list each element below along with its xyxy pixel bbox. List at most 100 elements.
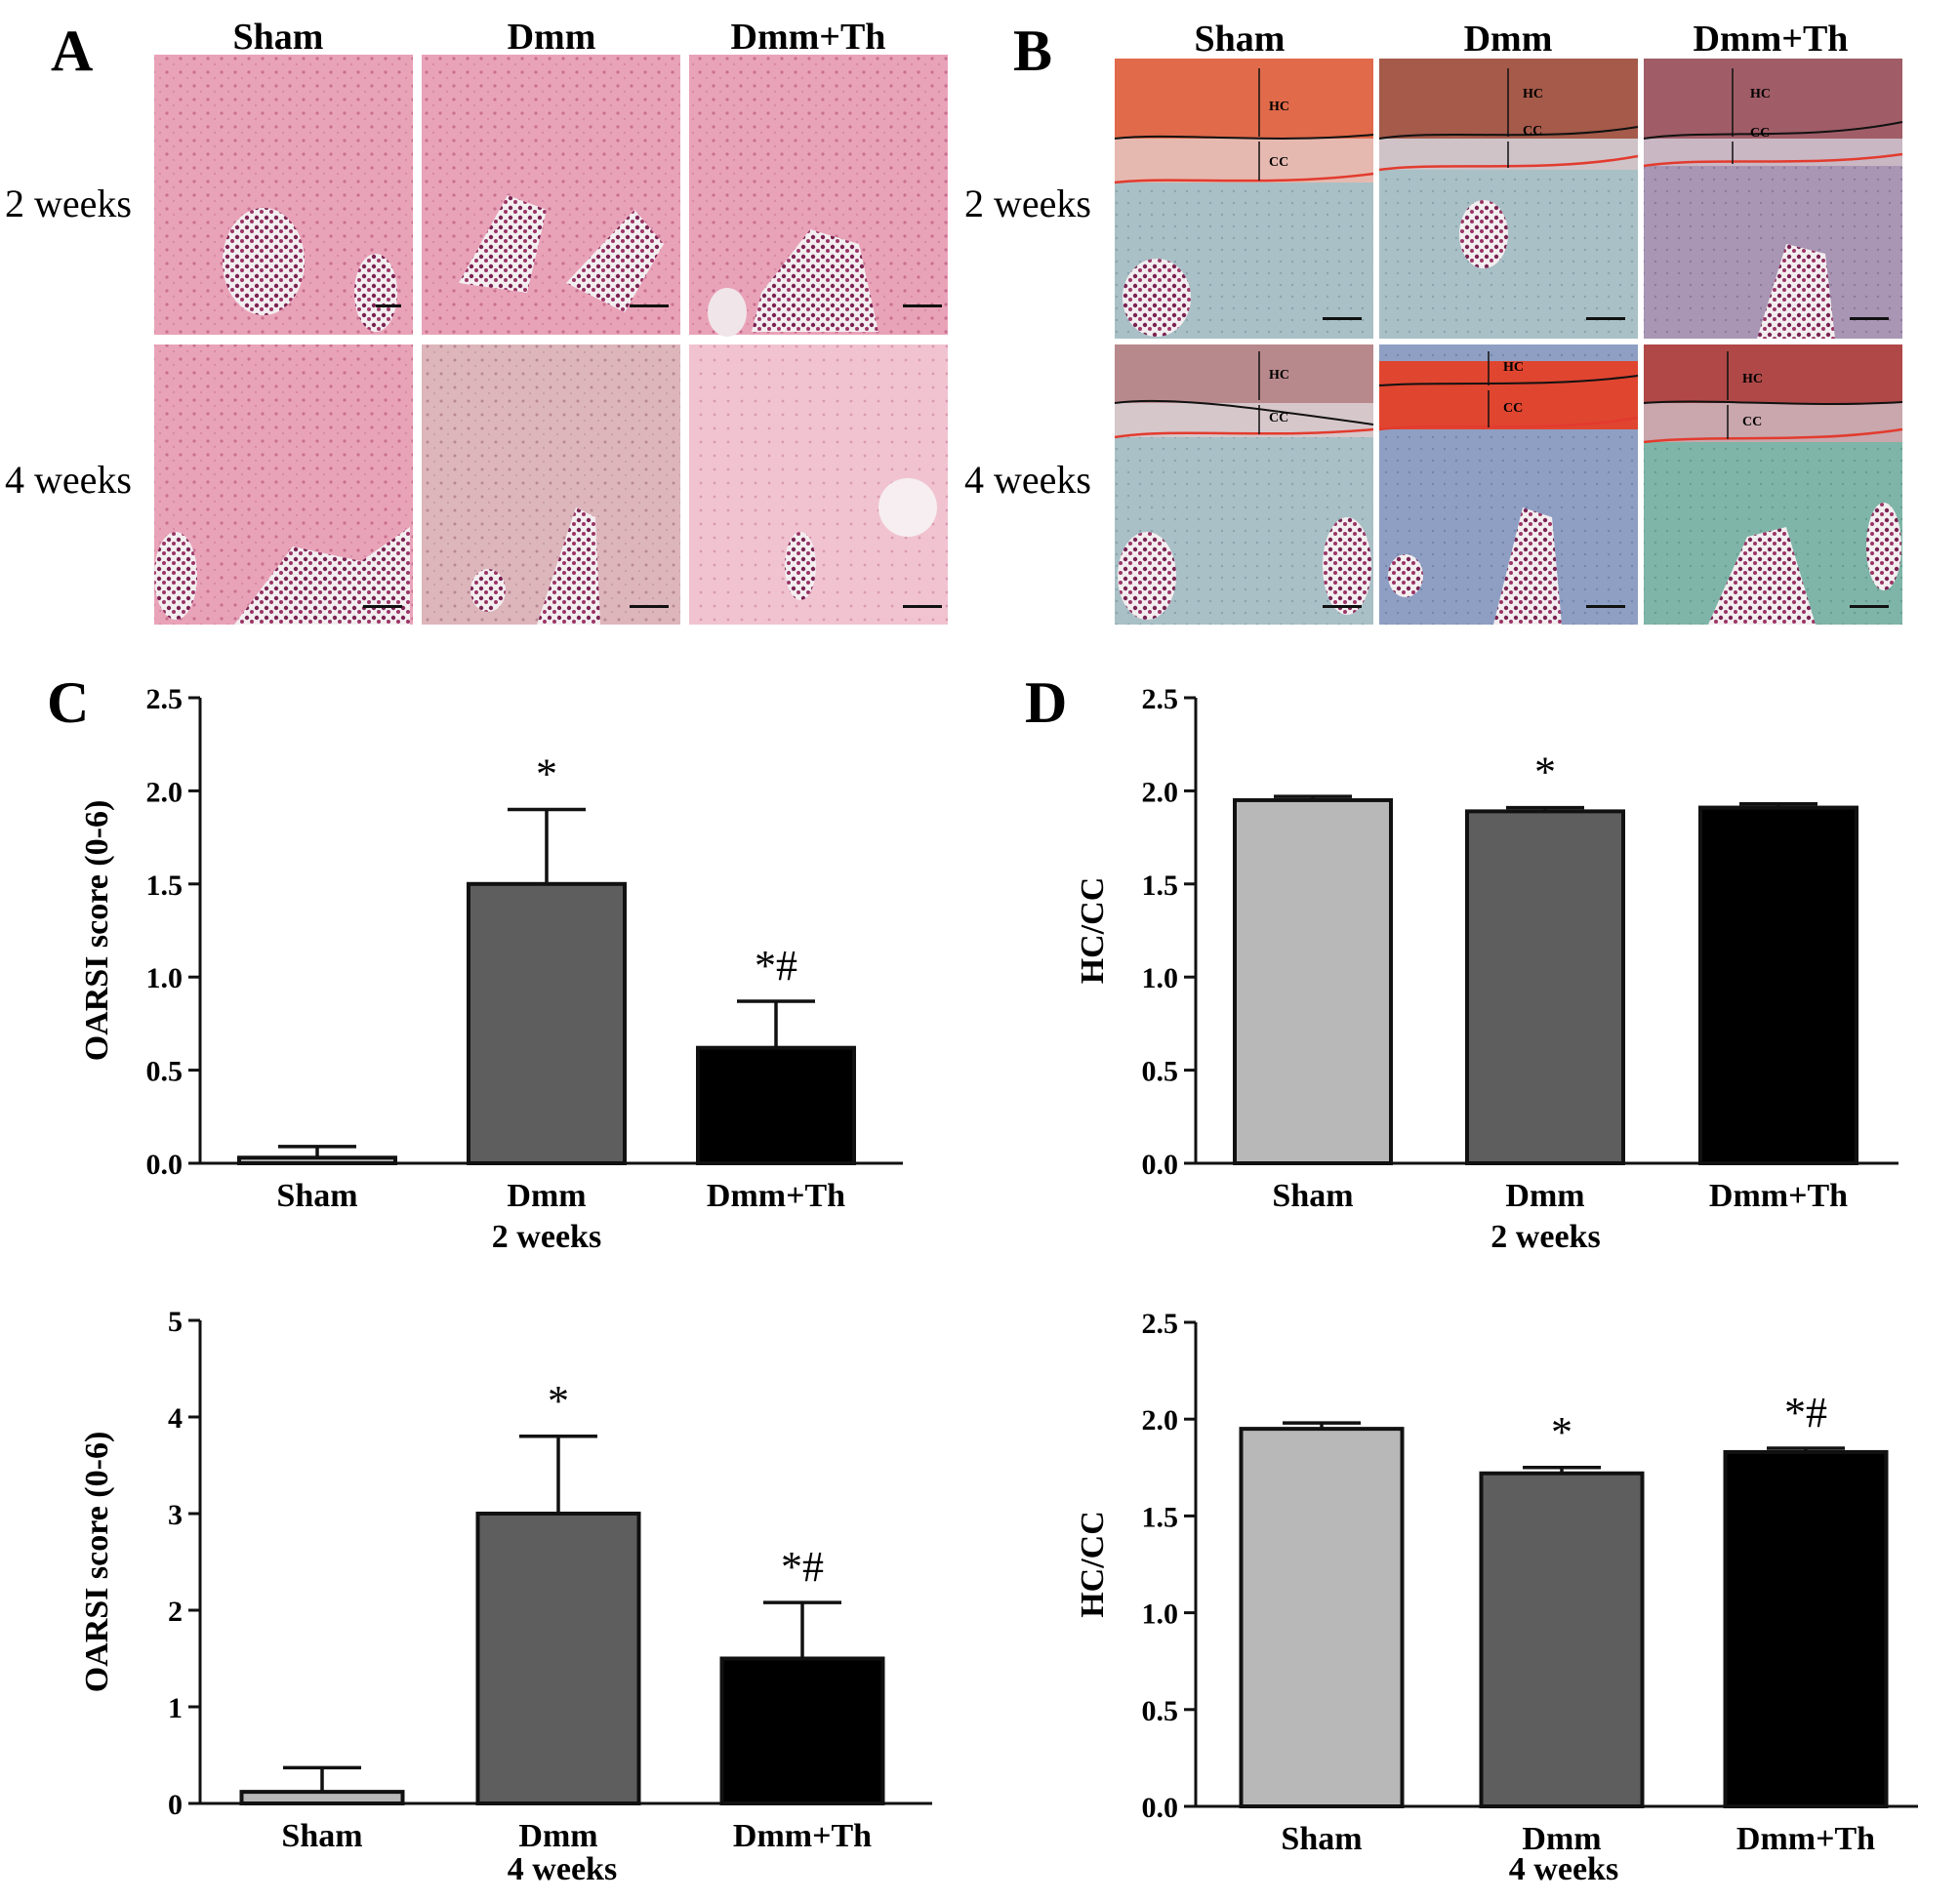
bar-dmm-th xyxy=(1698,805,1858,1166)
zone-label-cc: CC xyxy=(1269,411,1288,425)
y-axis-label: OARSI score (0-6) xyxy=(79,1432,115,1693)
category-label: Sham xyxy=(276,1178,357,1214)
y-axis-label: HC/CC xyxy=(1075,1511,1111,1618)
y-tick-label: 1.5 xyxy=(1142,870,1179,902)
category-label: Sham xyxy=(1281,1821,1362,1857)
y-tick-label: 0 xyxy=(168,1789,183,1821)
zone-label-hc: HC xyxy=(1503,360,1524,375)
micrograph-b-dmmth-4w: HC CC xyxy=(1643,344,1903,625)
y-tick-label: 2.5 xyxy=(146,683,184,715)
panel-a-row-4-weeks: 4 weeks xyxy=(5,458,132,502)
zone-label-cc: CC xyxy=(1750,126,1770,141)
y-tick-label: 1.5 xyxy=(146,870,184,902)
zone-label-hc: HC xyxy=(1523,87,1543,101)
y-tick-label: 2.5 xyxy=(1142,683,1179,715)
significance-marker: *# xyxy=(755,942,797,990)
bar-dmm-th xyxy=(696,1045,856,1165)
y-tick-label: 0.0 xyxy=(146,1149,184,1181)
category-label: Dmm xyxy=(1505,1178,1584,1214)
zone-label-hc: HC xyxy=(1742,372,1763,386)
zone-label-cc: CC xyxy=(1269,155,1288,170)
chart-d-2-weeks: 0.0 0.5 1.0 1.5 2.0 2.5 HC/CC Sham * Dmm Dmm+Th 2 w… xyxy=(1075,683,1899,1255)
micrograph-a-dmmth-2w xyxy=(689,55,948,337)
category-label: Dmm+Th xyxy=(707,1178,845,1214)
chart-c-4-weeks: 0 1 2 3 4 5 OARSI score (0-6) Sham * Dmm *# Dmm+Th 4… xyxy=(79,1306,932,1887)
micrograph-a-dmmth-4w xyxy=(689,344,948,625)
x-axis-label: 4 weeks xyxy=(1509,1851,1618,1887)
y-tick-label: 0.5 xyxy=(1142,1056,1179,1088)
panel-b-row-4-weeks: 4 weeks xyxy=(964,458,1091,502)
panel-a-column-sham: Sham xyxy=(233,17,324,58)
significance-marker: * xyxy=(548,1377,569,1425)
y-tick-label: 1.5 xyxy=(1142,1501,1179,1533)
x-axis-label: 2 weeks xyxy=(1490,1219,1600,1255)
micrograph-b-sham-2w: HC CC xyxy=(1114,59,1374,339)
y-tick-label: 2 xyxy=(168,1596,183,1628)
bar-sham xyxy=(1233,797,1393,1165)
y-tick-label: 0.0 xyxy=(1142,1792,1179,1824)
y-tick-label: 4 xyxy=(168,1402,183,1435)
category-label: Dmm+Th xyxy=(1709,1178,1848,1214)
y-tick-label: 1 xyxy=(168,1692,183,1724)
y-tick-label: 2.0 xyxy=(146,776,184,808)
category-label: Sham xyxy=(281,1818,362,1854)
bar-sham xyxy=(237,1155,397,1166)
y-tick-label: 2.0 xyxy=(1142,1404,1179,1437)
panel-letter-c: C xyxy=(47,670,89,735)
micrograph-b-sham-4w: HC CC xyxy=(1114,344,1374,625)
panel-a: A Sham Dmm Dmm+Th 2 weeks 4 weeks xyxy=(5,17,948,625)
category-label: Sham xyxy=(1272,1178,1353,1214)
y-axis-label: OARSI score (0-6) xyxy=(79,800,115,1062)
micrograph-a-dmm-4w xyxy=(422,344,680,625)
y-tick-label: 5 xyxy=(168,1306,183,1338)
micrograph-b-dmm-2w: HC CC xyxy=(1378,59,1639,339)
zone-label-cc: CC xyxy=(1503,401,1523,416)
y-tick-label: 0.5 xyxy=(146,1056,184,1088)
micrograph-a-sham-4w xyxy=(154,344,413,625)
bar-dmm-th xyxy=(719,1656,885,1805)
y-axis-label: HC/CC xyxy=(1075,877,1111,985)
chart-c-2-weeks: 0.0 0.5 1.0 1.5 2.0 2.5 OARSI score (0-6) Sham *… xyxy=(79,683,903,1255)
bar-sham xyxy=(1239,1427,1405,1808)
y-tick-label: 3 xyxy=(168,1499,183,1531)
micrograph-a-dmm-2w xyxy=(422,55,680,335)
micrograph-b-dmmth-2w: HC CC xyxy=(1643,59,1903,339)
significance-marker: * xyxy=(1534,749,1556,796)
zone-label-hc: HC xyxy=(1269,100,1289,114)
category-label: Dmm xyxy=(1522,1821,1601,1857)
chart-d-4-weeks: 0.0 0.5 1.0 1.5 2.0 2.5 HC/CC Sham * Dmm *# Dmm+Th 4… xyxy=(1075,1308,1918,1887)
y-tick-label: 0.5 xyxy=(1142,1695,1179,1727)
panel-letter-b: B xyxy=(1013,19,1052,83)
panel-a-column-dmm-th: Dmm+Th xyxy=(731,17,886,58)
bar-dmm-th xyxy=(1723,1449,1889,1808)
x-axis-label: 4 weeks xyxy=(508,1851,617,1887)
micrograph-a-sham-2w xyxy=(154,55,413,335)
panel-b-row-2-weeks: 2 weeks xyxy=(964,182,1091,225)
bar-dmm xyxy=(1465,809,1625,1165)
y-tick-label: 2.5 xyxy=(1142,1308,1179,1340)
panel-letter-a: A xyxy=(51,19,93,83)
category-label: Dmm+Th xyxy=(1736,1821,1875,1857)
panel-a-column-dmm: Dmm xyxy=(508,17,596,58)
panel-b-column-dmm: Dmm xyxy=(1464,19,1553,60)
category-label: Dmm xyxy=(507,1178,586,1214)
bar-dmm xyxy=(1479,1471,1645,1808)
x-axis-label: 2 weeks xyxy=(492,1219,601,1255)
panel-b-column-dmm-th: Dmm+Th xyxy=(1694,19,1849,60)
panel-letter-d: D xyxy=(1025,670,1067,735)
zone-label-hc: HC xyxy=(1269,368,1289,383)
panel-a-row-2-weeks: 2 weeks xyxy=(5,182,132,225)
zone-label-hc: HC xyxy=(1750,87,1771,101)
panel-b: B Sham Dmm Dmm+Th 2 weeks 4 weeks HC CC xyxy=(964,19,1903,625)
y-tick-label: 1.0 xyxy=(1142,962,1179,994)
category-label: Dmm+Th xyxy=(733,1818,872,1854)
significance-marker: * xyxy=(1551,1408,1572,1456)
significance-marker: *# xyxy=(781,1543,824,1591)
bar-dmm xyxy=(475,1512,641,1805)
significance-marker: *# xyxy=(1784,1389,1827,1437)
y-tick-label: 1.0 xyxy=(1142,1598,1179,1631)
zone-label-cc: CC xyxy=(1523,124,1542,139)
micrograph-b-dmm-4w: HC CC xyxy=(1378,344,1639,625)
bar-dmm xyxy=(467,881,627,1165)
